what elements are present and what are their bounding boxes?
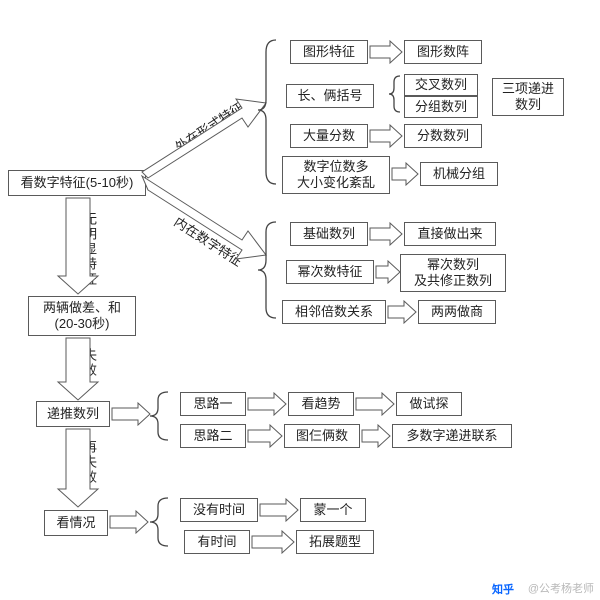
vlabel-1: 无明显特征 [80, 212, 99, 287]
s1: 思路一 [180, 392, 246, 416]
i1: 基础数列 [290, 222, 368, 246]
k1r: 蒙一个 [300, 498, 366, 522]
k2: 有时间 [184, 530, 250, 554]
s2a: 图仨俩数 [284, 424, 360, 448]
s2b: 多数字递进联系 [392, 424, 512, 448]
e2a: 交叉数列 [404, 74, 478, 96]
e1r: 图形数阵 [404, 40, 482, 64]
e4: 数字位数多 大小变化紊乱 [282, 156, 390, 194]
i1r: 直接做出来 [404, 222, 496, 246]
i3r: 两两做商 [418, 300, 496, 324]
ditui-box: 递推数列 [36, 401, 110, 427]
root-box: 看数字特征(5-10秒) [8, 170, 146, 196]
s1b: 做试探 [396, 392, 462, 416]
e3: 大量分数 [290, 124, 368, 148]
e4r: 机械分组 [420, 162, 498, 186]
vlabel-2: 失败 [80, 348, 99, 378]
i3: 相邻倍数关系 [282, 300, 386, 324]
diff-box: 两辆做差、和 (20-30秒) [28, 296, 136, 336]
i2: 幂次数特征 [286, 260, 374, 284]
s1a: 看趋势 [288, 392, 354, 416]
diag-ext: 外在形式特征 [171, 97, 247, 155]
kan-box: 看情况 [44, 510, 108, 536]
e1: 图形特征 [290, 40, 368, 64]
k2r: 拓展题型 [296, 530, 374, 554]
e3r: 分数数列 [404, 124, 482, 148]
i2r: 幂次数列 及共修正数列 [400, 254, 506, 292]
k1: 没有时间 [180, 498, 258, 522]
e2: 长、俩括号 [286, 84, 374, 108]
vlabel-3: 再失败 [80, 440, 99, 485]
e2b: 分组数列 [404, 96, 478, 118]
s2: 思路二 [180, 424, 246, 448]
zhihu-logo: 知乎 [492, 581, 514, 597]
e2r: 三项递进 数列 [492, 78, 564, 116]
diag-int: 内在数字特征 [171, 212, 247, 270]
watermark-text: @公考杨老师 [528, 580, 594, 596]
